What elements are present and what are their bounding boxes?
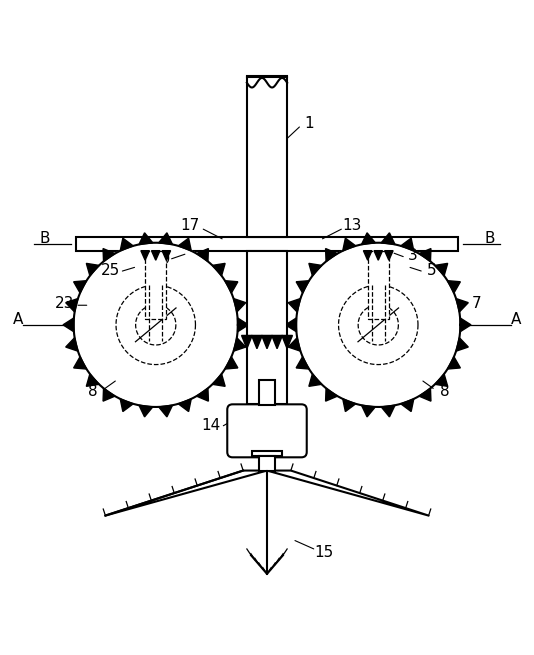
FancyBboxPatch shape	[227, 404, 307, 457]
Polygon shape	[159, 233, 172, 244]
Polygon shape	[362, 233, 375, 244]
Polygon shape	[74, 357, 87, 369]
Polygon shape	[247, 76, 287, 237]
Text: 5: 5	[427, 263, 436, 278]
Polygon shape	[288, 338, 301, 351]
Text: 7: 7	[472, 296, 481, 311]
Polygon shape	[178, 399, 191, 411]
Polygon shape	[447, 357, 460, 369]
Polygon shape	[159, 405, 172, 417]
Text: 19: 19	[151, 252, 171, 267]
Polygon shape	[74, 281, 87, 293]
Polygon shape	[456, 338, 468, 351]
Polygon shape	[384, 251, 393, 260]
Text: 15: 15	[315, 545, 334, 560]
Text: 8: 8	[89, 384, 98, 399]
Polygon shape	[213, 263, 225, 276]
Polygon shape	[374, 251, 382, 260]
Polygon shape	[76, 237, 458, 251]
Polygon shape	[460, 318, 471, 332]
Polygon shape	[343, 238, 356, 251]
Polygon shape	[456, 299, 468, 312]
Polygon shape	[381, 405, 395, 417]
Polygon shape	[296, 357, 309, 369]
Polygon shape	[238, 318, 248, 332]
Polygon shape	[252, 451, 282, 457]
Polygon shape	[233, 299, 246, 312]
Polygon shape	[258, 457, 276, 470]
Polygon shape	[252, 405, 282, 411]
Text: B: B	[484, 231, 494, 246]
Polygon shape	[87, 374, 99, 386]
Polygon shape	[233, 338, 246, 351]
Polygon shape	[296, 243, 460, 407]
Polygon shape	[309, 374, 321, 386]
Text: B: B	[40, 231, 50, 246]
Polygon shape	[225, 281, 238, 293]
Polygon shape	[152, 251, 160, 260]
Polygon shape	[343, 399, 356, 411]
Polygon shape	[447, 281, 460, 293]
Text: 8: 8	[439, 384, 449, 399]
Polygon shape	[282, 335, 293, 348]
Text: A: A	[511, 312, 521, 327]
Polygon shape	[435, 263, 447, 276]
Polygon shape	[272, 335, 282, 348]
Text: 14: 14	[202, 418, 221, 433]
Polygon shape	[162, 251, 170, 260]
Polygon shape	[258, 381, 276, 405]
Text: 17: 17	[180, 218, 200, 233]
Polygon shape	[362, 405, 375, 417]
Polygon shape	[225, 357, 238, 369]
Polygon shape	[66, 299, 78, 312]
Polygon shape	[241, 335, 252, 348]
Polygon shape	[178, 238, 191, 251]
Polygon shape	[296, 281, 309, 293]
Polygon shape	[288, 299, 301, 312]
Polygon shape	[66, 338, 78, 351]
Polygon shape	[74, 243, 238, 407]
Polygon shape	[213, 374, 225, 386]
Polygon shape	[120, 399, 133, 411]
Text: 3: 3	[408, 248, 418, 263]
Polygon shape	[368, 251, 389, 319]
Polygon shape	[252, 335, 262, 348]
Polygon shape	[120, 238, 133, 251]
Polygon shape	[139, 405, 153, 417]
Polygon shape	[247, 251, 287, 404]
Polygon shape	[401, 238, 414, 251]
Polygon shape	[139, 233, 153, 244]
Polygon shape	[197, 248, 208, 261]
Polygon shape	[197, 388, 208, 401]
Polygon shape	[63, 318, 74, 332]
Polygon shape	[103, 248, 115, 261]
Text: A: A	[13, 312, 23, 327]
Polygon shape	[326, 248, 337, 261]
Polygon shape	[401, 399, 414, 411]
Polygon shape	[419, 388, 431, 401]
Polygon shape	[286, 318, 296, 332]
Polygon shape	[262, 335, 272, 348]
Polygon shape	[103, 388, 115, 401]
Text: 13: 13	[342, 218, 362, 233]
Text: 1: 1	[304, 116, 314, 131]
Polygon shape	[381, 233, 395, 244]
Polygon shape	[141, 251, 150, 260]
Polygon shape	[364, 251, 372, 260]
Polygon shape	[435, 374, 447, 386]
Polygon shape	[309, 263, 321, 276]
Polygon shape	[87, 263, 99, 276]
Text: 23: 23	[55, 296, 74, 311]
Polygon shape	[145, 251, 166, 319]
Text: 25: 25	[101, 263, 120, 278]
Polygon shape	[326, 388, 337, 401]
Polygon shape	[419, 248, 431, 261]
